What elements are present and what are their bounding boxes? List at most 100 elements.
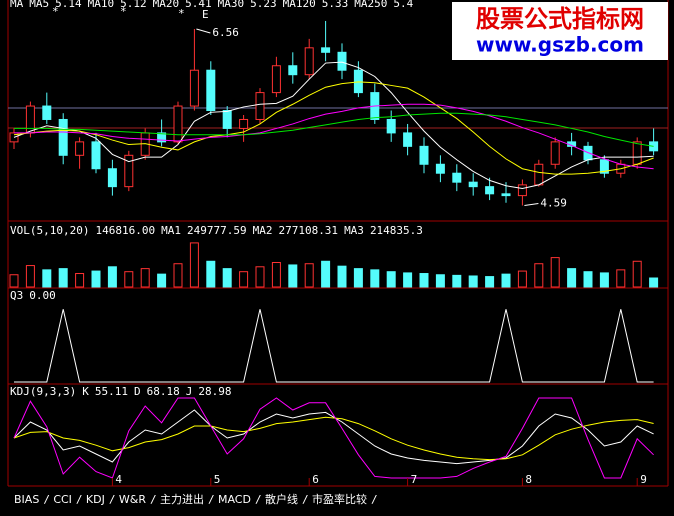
star: *: [178, 7, 185, 20]
legend-text: 249777.59: [187, 224, 247, 237]
volume-bar: [550, 257, 560, 288]
volume-bar: [419, 273, 429, 288]
tab[interactable]: MACD: [218, 493, 251, 506]
candle-body: [222, 110, 232, 129]
legend-text: MA1: [161, 224, 181, 237]
legend-text: 5.33: [322, 0, 349, 10]
volume-bar: [386, 271, 396, 288]
tab[interactable]: 散户线: [265, 492, 298, 506]
candle-body: [485, 186, 495, 195]
legend-text: MA2: [253, 224, 273, 237]
volume-bar: [58, 268, 68, 288]
volume-bar: [435, 274, 445, 288]
tab[interactable]: BIAS: [14, 493, 39, 506]
candle-body: [189, 69, 199, 107]
candle-body: [206, 69, 216, 112]
volume-bar: [468, 275, 478, 288]
legend-text: 55.11: [95, 385, 128, 398]
legend-text: VOL(5,10,20): [10, 224, 89, 237]
volume-bar: [403, 272, 413, 288]
star: *: [52, 5, 59, 18]
annotation: 6.56: [212, 26, 239, 39]
volume-bar: [42, 269, 52, 288]
volume-bar: [321, 260, 331, 288]
candle-body: [58, 118, 68, 156]
marker-e: E: [202, 8, 209, 21]
candle-body: [501, 193, 511, 197]
volume-bar: [222, 268, 232, 288]
tab[interactable]: 主力进出: [160, 492, 204, 506]
legend-text: MA10: [88, 0, 115, 10]
tab-bar: [0, 488, 674, 516]
candle-body: [288, 65, 298, 76]
kdj-line: [13, 416, 654, 461]
volume-bar: [337, 265, 347, 288]
volume-bar: [632, 260, 642, 288]
legend-text: 28.98: [198, 385, 231, 398]
ma-line: [14, 103, 654, 170]
volume-bar: [255, 266, 265, 288]
tab-separator: /: [302, 493, 309, 506]
tab-separator: /: [371, 493, 378, 506]
legend-text: D: [134, 385, 141, 398]
candle-body: [534, 163, 544, 186]
volume-bar: [534, 263, 544, 288]
tab-separator: /: [208, 493, 215, 506]
legend-text: MA30: [218, 0, 245, 10]
legend-text: 5.23: [250, 0, 277, 10]
volume-bar: [239, 271, 249, 288]
candle-body: [517, 184, 527, 197]
x-tick-label: 8: [525, 473, 532, 486]
x-tick-label: 5: [214, 473, 221, 486]
volume-bar: [517, 270, 527, 288]
candle-body: [75, 141, 85, 156]
ma-line: [13, 81, 654, 175]
candle-body: [435, 163, 445, 174]
volume-bar: [501, 273, 511, 288]
legend-text: 68.18: [147, 385, 180, 398]
candle-body: [419, 145, 429, 165]
watermark-url: www.gszb.com: [476, 33, 644, 57]
volume-bar: [370, 269, 380, 288]
legend-text: 277108.31: [278, 224, 338, 237]
candle-body: [271, 65, 281, 94]
legend-text: 5.14: [55, 0, 82, 10]
legend-text: 0.00: [29, 289, 56, 302]
volume-bar: [649, 277, 659, 288]
legend-text: MA3: [344, 224, 364, 237]
candle-body: [632, 141, 642, 165]
tab-separator: /: [43, 493, 50, 506]
annotation: 4.59: [540, 196, 567, 209]
tab[interactable]: W&R: [119, 493, 146, 506]
volume-bar: [485, 276, 495, 288]
ma-line: [13, 61, 654, 189]
legend-text: MA: [10, 0, 24, 10]
tab[interactable]: CCI: [53, 493, 72, 506]
volume-bar: [304, 263, 314, 288]
legend-text: 146816.00: [95, 224, 155, 237]
volume-bar: [599, 272, 609, 288]
volume-bar: [91, 270, 101, 288]
volume-bar: [189, 242, 199, 288]
kdj-line: [13, 409, 654, 465]
x-tick-label: 9: [640, 473, 647, 486]
volume-bar: [616, 269, 626, 288]
volume-bar: [288, 264, 298, 288]
watermark-box: [452, 2, 668, 60]
tab[interactable]: KDJ: [86, 493, 105, 506]
legend-text: MA5: [29, 0, 49, 10]
candle-body: [403, 132, 413, 147]
star: *: [120, 5, 127, 18]
volume-bar: [206, 260, 216, 288]
legend-text: MA20: [153, 0, 180, 10]
legend-text: MA250: [354, 0, 387, 10]
candle-body: [239, 118, 249, 129]
candle-body: [550, 141, 560, 165]
candle-body: [599, 159, 609, 174]
volume-bar: [567, 268, 577, 288]
legend-text: K: [82, 385, 89, 398]
tab[interactable]: 市盈率比较: [312, 492, 367, 506]
x-tick-label: 7: [411, 473, 418, 486]
tab-separator: /: [255, 493, 262, 506]
